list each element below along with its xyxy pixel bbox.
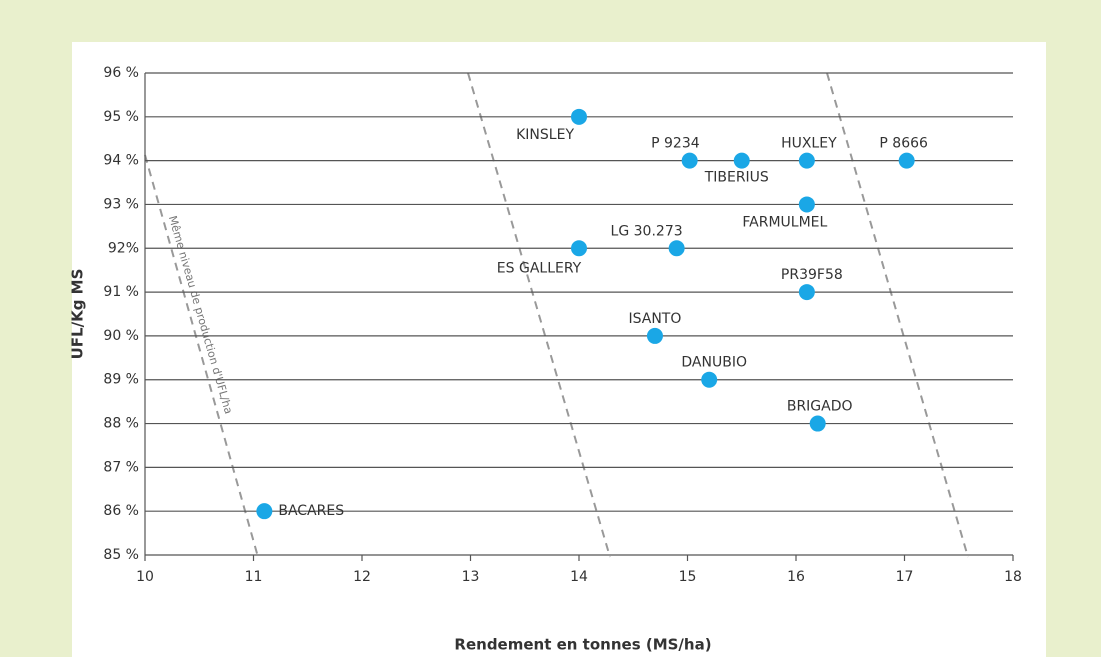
y-axis-title: UFL/Kg MS [69,269,87,360]
point [571,108,587,125]
y-tick-label: 91 % [103,284,139,300]
point-label: ES GALLERY [497,260,582,276]
point [681,152,698,169]
iso-line [467,72,611,558]
point-label: BRIGADO [787,399,853,415]
x-tick-label: 12 [353,569,371,585]
point [898,152,915,169]
x-tick-label: 10 [136,569,154,585]
point-label: TIBERIUS [704,170,769,186]
point-label: DANUBIO [681,355,747,371]
x-axis-title: Rendement en tonnes (MS/ha) [454,636,711,654]
point-label: P 8666 [879,136,928,152]
x-tick-label: 16 [787,569,805,585]
point [701,371,718,388]
point-label: ISANTO [628,311,681,327]
x-tick-label: 18 [1004,569,1022,585]
y-tick-label: 96 % [103,65,139,81]
x-tick-label: 14 [570,569,588,585]
iso-line [826,72,969,558]
x-tick-label: 13 [462,569,480,585]
point [733,152,750,169]
y-tick-label: 94 % [103,153,139,169]
point-label: KINSLEY [516,127,574,143]
y-tick-label: 86 % [103,503,139,519]
y-tick-label: 90 % [103,328,139,344]
point [646,327,663,344]
point [668,240,685,257]
point-label: P 9234 [651,136,700,152]
y-tick-label: 87 % [103,459,139,475]
y-tick-label: 93 % [103,196,139,212]
point [571,240,587,257]
point-label: LG 30.273 [611,223,683,239]
point-label: BACARES [278,503,344,519]
x-tick-label: 15 [679,569,697,585]
point [798,196,815,213]
point [809,415,826,432]
point-label: FARMULMEL [742,214,827,230]
point-label: HUXLEY [781,136,837,152]
y-tick-label: 89 % [103,372,139,388]
x-tick-label: 17 [896,569,914,585]
x-tick-label: 11 [245,569,263,585]
point-label: PR39F58 [781,267,843,283]
point [798,284,815,301]
y-tick-label: 92% [108,240,139,256]
y-tick-label: 88 % [103,416,139,432]
y-tick-label: 95 % [103,109,139,125]
point [798,152,815,169]
y-tick-label: 85 % [103,547,139,563]
point [256,503,273,520]
